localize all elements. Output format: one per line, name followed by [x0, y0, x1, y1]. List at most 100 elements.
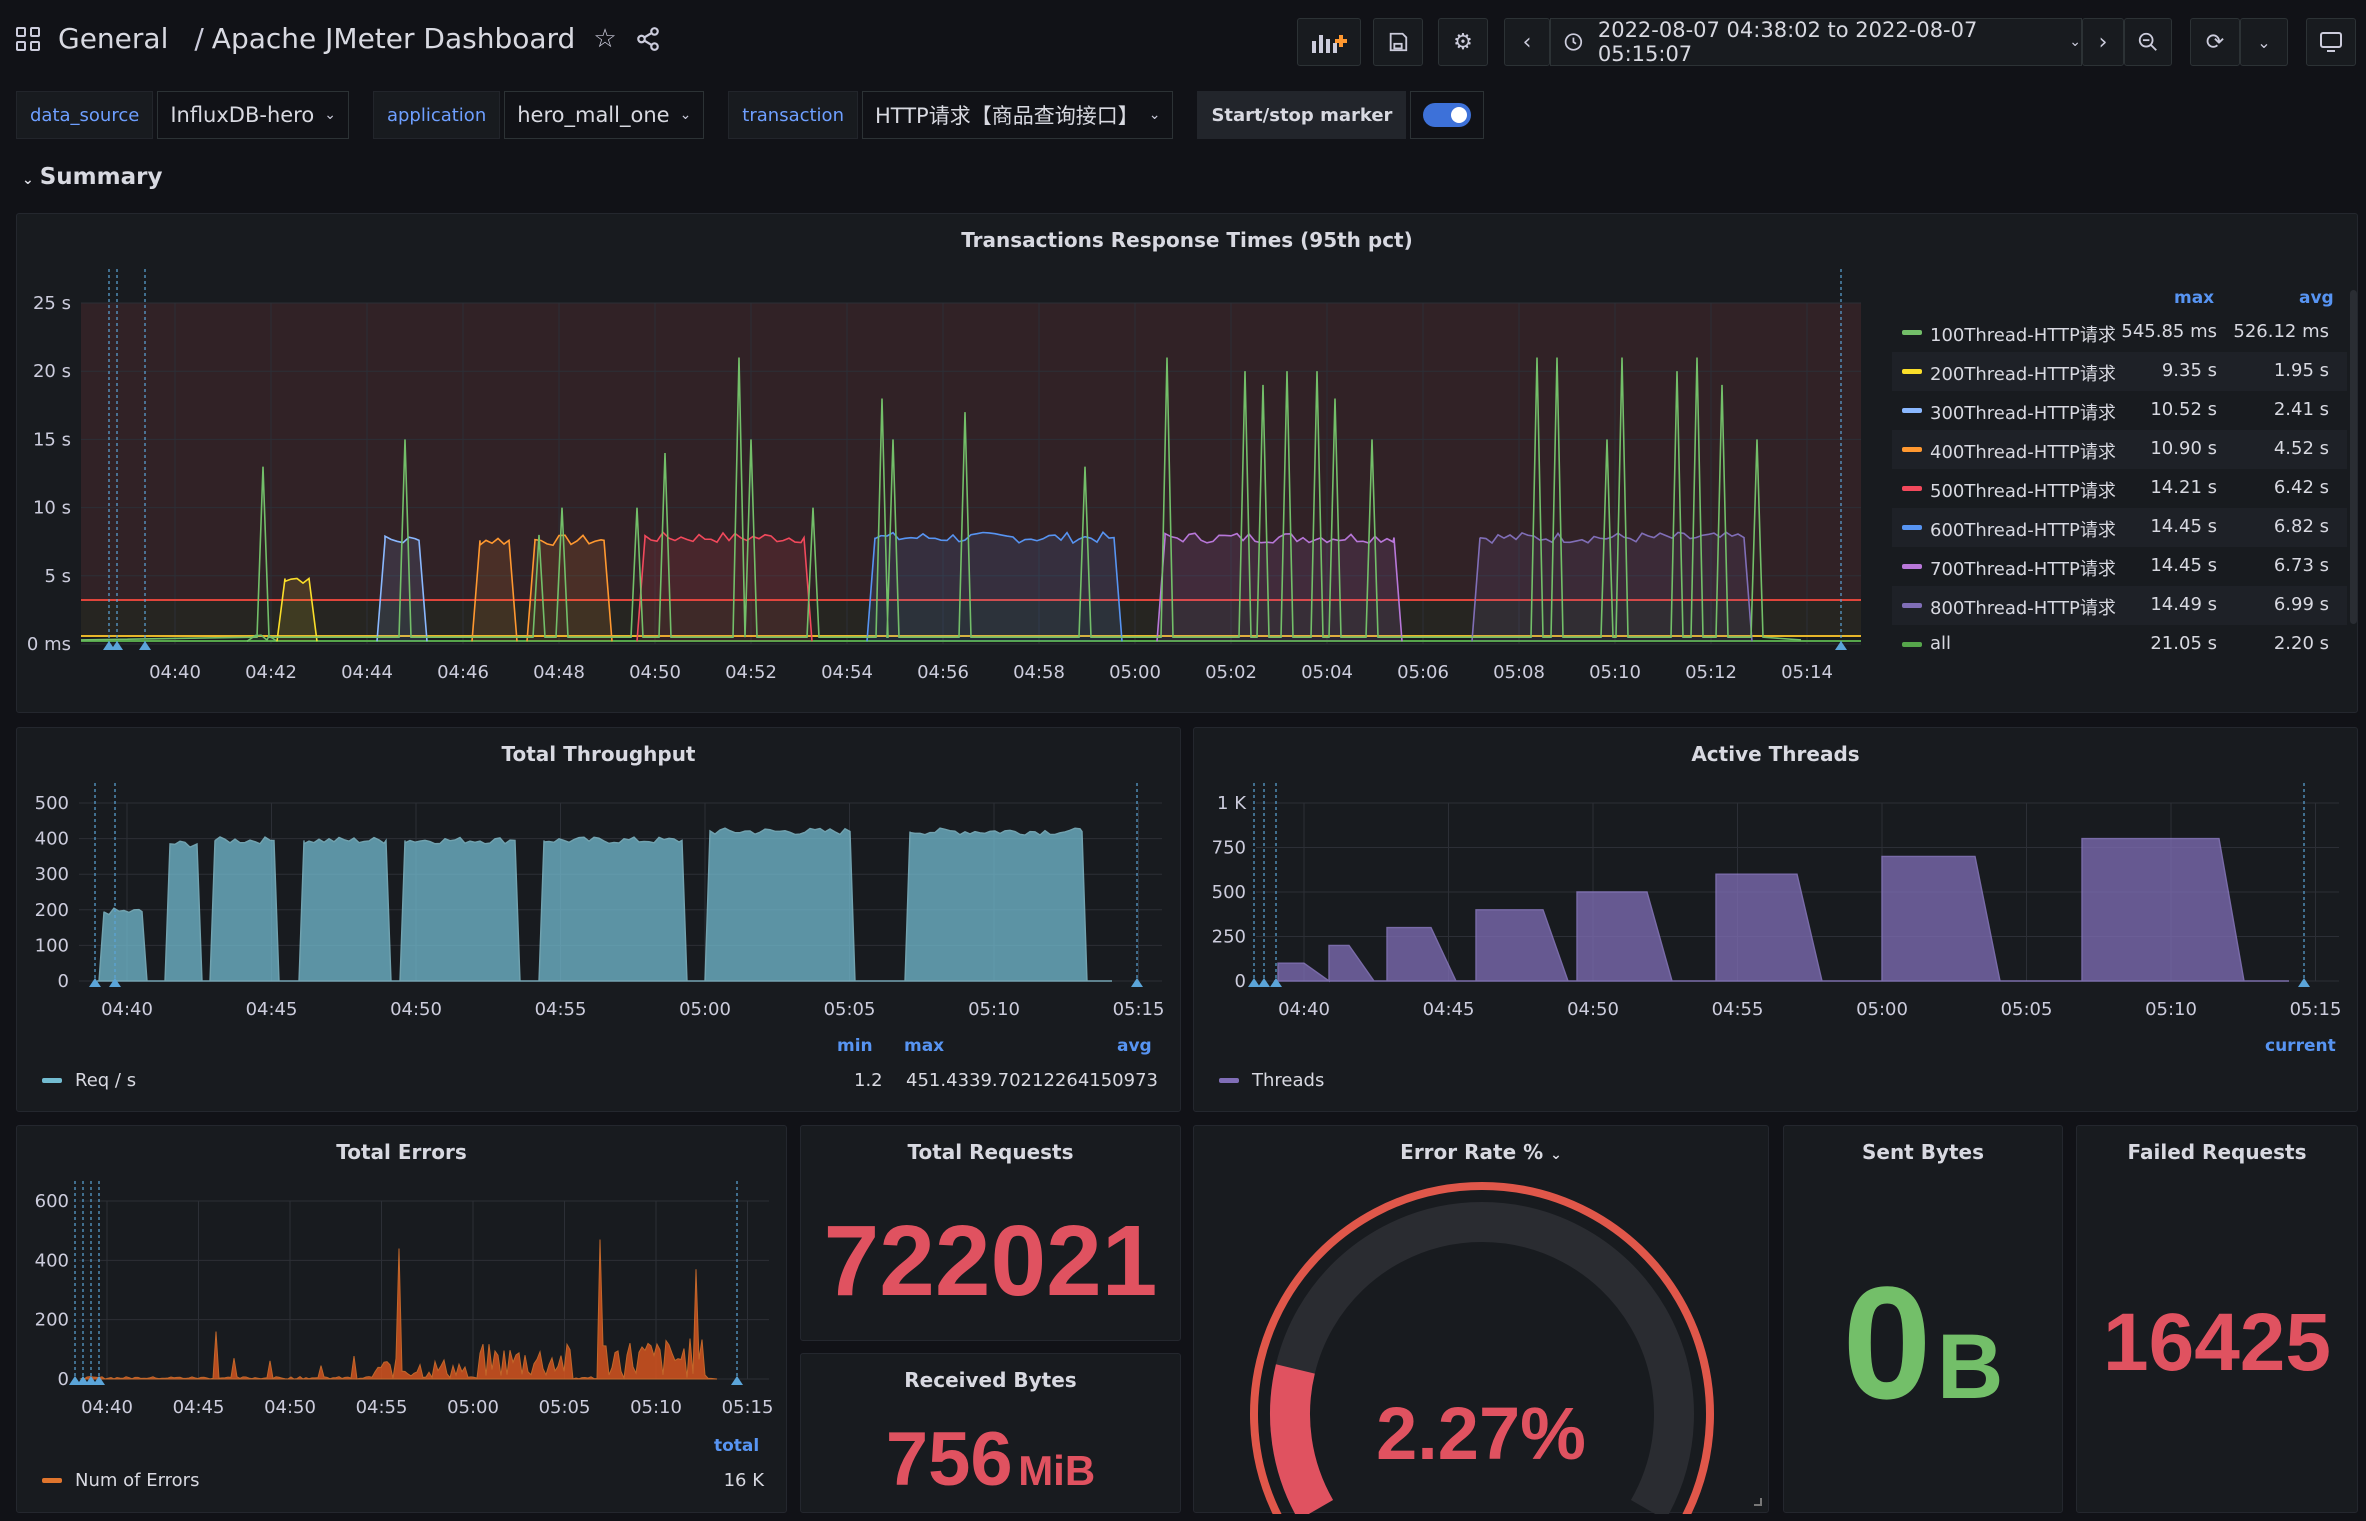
time-range-picker[interactable]: 2022-08-07 04:38:02 to 2022-08-07 05:15:…: [1550, 18, 2082, 66]
legend-row[interactable]: 700Thread-HTTP请求 14.45 s 6.73 s: [1892, 547, 2347, 586]
star-icon[interactable]: ☆: [593, 23, 617, 54]
panel-title[interactable]: Total Requests: [907, 1140, 1074, 1164]
row-summary[interactable]: ⌄ Summary: [22, 164, 162, 190]
legend-row-throughput[interactable]: Req / s 1.2 451.4 339.70212264150973: [17, 1068, 1180, 1098]
panel-title[interactable]: Total Throughput: [501, 742, 696, 766]
start-stop-marker-toggle[interactable]: [1410, 91, 1485, 139]
response-times-chart[interactable]: 25 s 20 s 15 s 10 s 5 s 0 ms 04:40 04:42 04:44 04…: [17, 269, 1867, 704]
legend-row[interactable]: 300Thread-HTTP请求 10.52 s 2.41 s: [1892, 391, 2347, 430]
series-line: [866, 530, 1123, 642]
annotation-marker: [103, 641, 115, 650]
legend-swatch: [1902, 564, 1922, 569]
x-tick-label: 04:42: [245, 662, 297, 683]
variable-select-transaction[interactable]: HTTP请求【商品查询接口】 ⌄: [861, 91, 1174, 139]
series-line-all: [80, 357, 1802, 641]
x-tick-label: 05:14: [1781, 662, 1833, 683]
x-tick-label: 05:15: [1113, 999, 1165, 1020]
legend-series-name: 700Thread-HTTP请求: [1930, 559, 2116, 580]
apps-grid-icon[interactable]: [16, 26, 40, 51]
legend-row[interactable]: all 21.05 s 2.20 s: [1892, 625, 2347, 664]
series-area: [527, 535, 612, 642]
x-tick-label: 05:10: [1589, 662, 1641, 683]
panel-title[interactable]: Active Threads: [1691, 742, 1860, 766]
zoom-out-button[interactable]: [2124, 18, 2172, 66]
legend-row[interactable]: 100Thread-HTTP请求 545.85 ms 526.12 ms: [1892, 313, 2347, 352]
x-tick-label: 05:00: [1109, 662, 1161, 683]
threads-chart[interactable]: 1 K 750 500 250 0 04:40 04:45 04:50 04:55 05:00 05…: [1194, 783, 2359, 1023]
legend-avg-value: 6.42 s: [2273, 477, 2329, 498]
y-tick-label: 500: [35, 793, 69, 814]
series-line: [276, 577, 318, 642]
save-dashboard-button[interactable]: [1373, 18, 1423, 66]
panel-total-errors: Total Errors 600 400 200 0 04:40 04:45 04:50 04…: [16, 1125, 787, 1513]
y-tick-label: 300: [35, 864, 69, 885]
annotation-marker: [93, 1376, 105, 1385]
legend-series-name: 800Thread-HTTP请求: [1930, 598, 2116, 619]
legend-max-value: 21.05 s: [2150, 633, 2217, 654]
y-tick-label: 100: [35, 935, 69, 956]
y-tick-label: 200: [35, 900, 69, 921]
chevron-down-icon: ⌄: [1148, 107, 1161, 123]
row-title: Summary: [39, 164, 163, 190]
series-area: [637, 532, 812, 642]
legend-row-threads[interactable]: Threads: [1194, 1068, 2357, 1098]
legend-row[interactable]: 600Thread-HTTP请求 14.45 s 6.82 s: [1892, 508, 2347, 547]
legend-scrollbar[interactable]: [2350, 290, 2357, 624]
panel-title[interactable]: Received Bytes: [904, 1368, 1077, 1392]
legend-swatch: [1902, 369, 1922, 374]
panel-resize-handle[interactable]: [1754, 1498, 1762, 1506]
refresh-interval-dropdown[interactable]: ⌄: [2240, 18, 2288, 66]
annotation-marker: [1248, 978, 1260, 987]
toggle-switch[interactable]: [1423, 103, 1472, 127]
tv-mode-button[interactable]: [2306, 18, 2356, 66]
legend-header-avg[interactable]: avg: [1117, 1036, 1152, 1056]
panel-title[interactable]: Transactions Response Times (95th pct): [961, 228, 1413, 252]
legend-header-max[interactable]: max: [904, 1036, 945, 1056]
y-tick-label: 200: [35, 1310, 69, 1331]
legend-row[interactable]: 200Thread-HTTP请求 9.35 s 1.95 s: [1892, 352, 2347, 391]
panel-title[interactable]: Sent Bytes: [1861, 1140, 1985, 1164]
legend-header-min[interactable]: min: [837, 1036, 873, 1056]
panel-error-rate: Error Rate % ⌄ 2.27%: [1193, 1125, 1769, 1514]
errors-chart[interactable]: 600 400 200 0 04:40 04:45 04:50 04:55 05:00 05:05…: [17, 1181, 788, 1421]
y-tick-label: 750: [1212, 838, 1246, 859]
received-bytes-unit: MiB: [1018, 1447, 1096, 1494]
annotation-marker: [1131, 978, 1143, 987]
add-panel-button[interactable]: [1297, 18, 1361, 66]
x-tick-label: 05:06: [1397, 662, 1449, 683]
legend-max-value: 14.45 s: [2150, 555, 2217, 576]
legend-header-max[interactable]: max: [2174, 288, 2215, 308]
panel-title[interactable]: Failed Requests: [2127, 1140, 2307, 1164]
x-tick-label: 04:46: [437, 662, 489, 683]
time-shift-forward-button[interactable]: ›: [2082, 18, 2124, 66]
panel-title[interactable]: Error Rate % ⌄: [1194, 1140, 1768, 1164]
throughput-chart[interactable]: 500 400 300 200 100 0 04:40 04:45 04:50 04:55 05:0…: [17, 783, 1182, 1023]
variable-select-application[interactable]: hero_mall_one ⌄: [504, 91, 705, 139]
legend-series-name: 100Thread-HTTP请求: [1930, 325, 2116, 346]
legend-series-name: Threads: [1252, 1070, 1325, 1091]
legend-max-value: 545.85 ms: [2121, 321, 2217, 342]
breadcrumb-folder[interactable]: General: [58, 22, 169, 55]
series-area: [277, 578, 317, 642]
refresh-button[interactable]: ⟳: [2190, 18, 2240, 66]
dashboard-settings-button[interactable]: ⚙: [1438, 18, 1488, 66]
variable-value: InfluxDB-hero: [170, 103, 315, 127]
variable-select-data-source[interactable]: InfluxDB-hero ⌄: [157, 91, 349, 139]
legend-row[interactable]: 400Thread-HTTP请求 10.90 s 4.52 s: [1892, 430, 2347, 469]
share-icon[interactable]: [635, 26, 661, 52]
time-shift-back-button[interactable]: ‹: [1504, 18, 1550, 66]
x-tick-label: 05:05: [824, 999, 876, 1020]
legend-header-current[interactable]: current: [2265, 1036, 2336, 1056]
dashboard-title[interactable]: Apache JMeter Dashboard: [211, 22, 576, 55]
legend-header-avg[interactable]: avg: [2299, 288, 2334, 308]
x-tick-label: 05:08: [1493, 662, 1545, 683]
x-tick-label: 04:45: [1423, 999, 1475, 1020]
legend-row-errors[interactable]: Num of Errors 16 K: [17, 1468, 786, 1498]
x-tick-label: 05:12: [1685, 662, 1737, 683]
x-tick-label: 05:15: [2290, 999, 2342, 1020]
legend-row[interactable]: 800Thread-HTTP请求 14.49 s 6.99 s: [1892, 586, 2347, 625]
panel-title[interactable]: Total Errors: [336, 1140, 467, 1164]
legend-header-total[interactable]: total: [714, 1436, 760, 1456]
legend-row[interactable]: 500Thread-HTTP请求 14.21 s 6.42 s: [1892, 469, 2347, 508]
gear-icon: ⚙: [1453, 29, 1473, 55]
